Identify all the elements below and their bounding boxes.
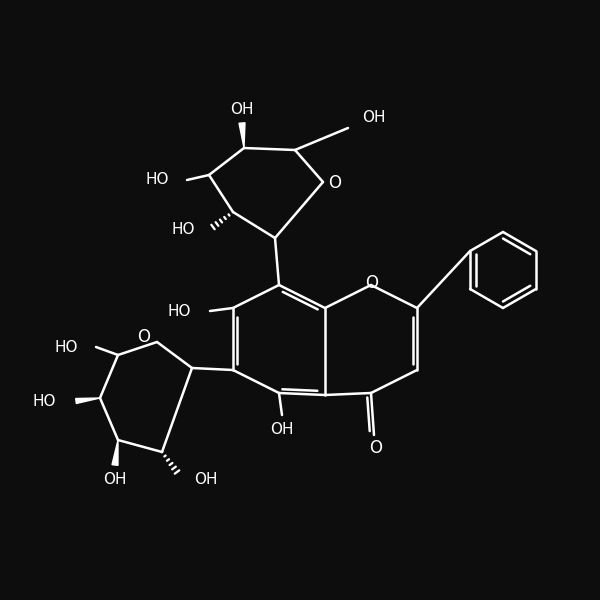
- Text: HO: HO: [167, 304, 191, 319]
- Text: HO: HO: [146, 173, 169, 187]
- Text: O: O: [365, 274, 379, 292]
- Text: HO: HO: [55, 340, 78, 355]
- Text: O: O: [370, 439, 383, 457]
- Text: HO: HO: [172, 223, 195, 238]
- Text: O: O: [137, 328, 151, 346]
- Text: HO: HO: [32, 394, 56, 409]
- Polygon shape: [112, 440, 118, 466]
- Text: O: O: [329, 174, 341, 192]
- Text: OH: OH: [270, 421, 294, 437]
- Text: OH: OH: [230, 103, 254, 118]
- Polygon shape: [239, 123, 245, 148]
- Text: OH: OH: [194, 473, 218, 487]
- Text: OH: OH: [103, 473, 127, 487]
- Text: OH: OH: [362, 110, 386, 125]
- Polygon shape: [76, 398, 100, 403]
